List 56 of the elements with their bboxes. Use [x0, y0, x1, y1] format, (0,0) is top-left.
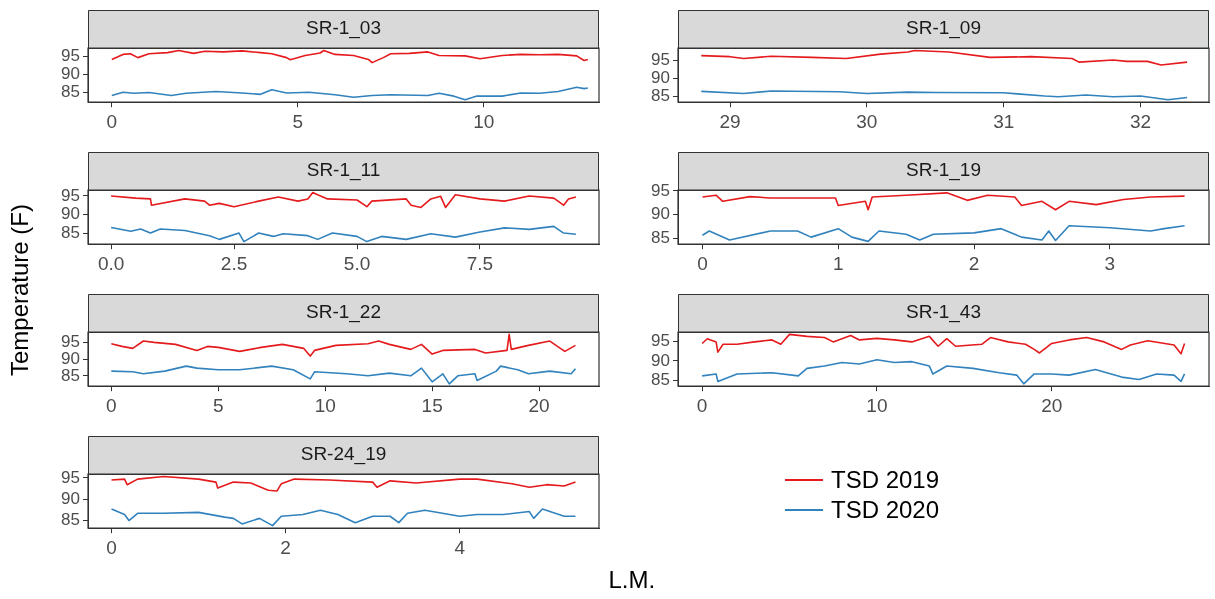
- x-tick-label: 2.5: [220, 252, 248, 274]
- y-tick-label: 90: [651, 204, 670, 224]
- y-axis-title: Temperature (F): [6, 203, 34, 377]
- x-tick-label: 1: [832, 252, 844, 274]
- y-tick-label: 85: [61, 222, 80, 242]
- y-tick-label: 90: [61, 488, 80, 508]
- chart-title: SR-1_11: [306, 159, 381, 182]
- chart-title: SR-1_43: [906, 301, 981, 324]
- chart-title: SR-1_22: [306, 301, 381, 324]
- chart-title: SR-1_03: [306, 17, 381, 40]
- chart-title: SR-1_09: [906, 17, 981, 40]
- y-tick-label: 90: [651, 350, 670, 370]
- y-tick-label: 95: [651, 50, 670, 70]
- y-tick-label: 85: [651, 227, 670, 247]
- x-tick-label: 15: [421, 394, 443, 416]
- x-tick-label: 10: [473, 110, 495, 132]
- x-tick-label: 0: [106, 536, 117, 558]
- y-tick-label: 90: [651, 68, 670, 88]
- y-tick-label: 85: [61, 81, 80, 101]
- legend-label: TSD 2019: [831, 466, 940, 494]
- x-tick-label: 3: [1104, 252, 1116, 274]
- y-tick-label: 85: [61, 510, 80, 530]
- legend-label: TSD 2020: [831, 496, 940, 524]
- x-tick-label: 30: [856, 110, 878, 132]
- x-tick-label: 5: [212, 394, 224, 416]
- chart-title: SR-1_19: [906, 159, 981, 182]
- x-tick-label: 2: [968, 252, 980, 274]
- y-tick-label: 85: [651, 86, 670, 106]
- y-tick-label: 95: [651, 180, 670, 200]
- x-tick-label: 0.0: [97, 252, 125, 274]
- y-tick-label: 95: [61, 467, 80, 487]
- x-tick-label: 0: [697, 252, 708, 274]
- x-tick-label: 5: [292, 110, 304, 132]
- y-tick-label: 85: [651, 370, 670, 390]
- x-tick-label: 4: [454, 536, 466, 558]
- y-tick-label: 95: [61, 185, 80, 205]
- x-tick-label: 0: [106, 394, 117, 416]
- y-tick-label: 95: [61, 46, 80, 66]
- x-tick-label: 29: [719, 110, 741, 132]
- x-tick-label: 32: [1130, 110, 1152, 132]
- x-tick-label: 20: [1041, 394, 1063, 416]
- x-tick-label: 0: [106, 110, 118, 132]
- x-tick-label: 31: [993, 110, 1015, 132]
- chart-title: SR-24_19: [300, 443, 387, 466]
- x-tick-label: 0: [696, 394, 708, 416]
- x-tick-label: 20: [528, 394, 550, 416]
- x-tick-label: 2: [280, 536, 291, 558]
- y-tick-label: 85: [61, 365, 80, 385]
- x-tick-label: 7.5: [466, 252, 494, 274]
- x-tick-label: 5.0: [343, 252, 371, 274]
- x-tick-label: 10: [314, 394, 336, 416]
- y-tick-label: 90: [61, 64, 80, 84]
- x-tick-label: 10: [866, 394, 888, 416]
- y-tick-label: 90: [61, 204, 80, 224]
- y-tick-label: 95: [651, 330, 670, 350]
- x-axis-title: L.M.: [608, 566, 656, 594]
